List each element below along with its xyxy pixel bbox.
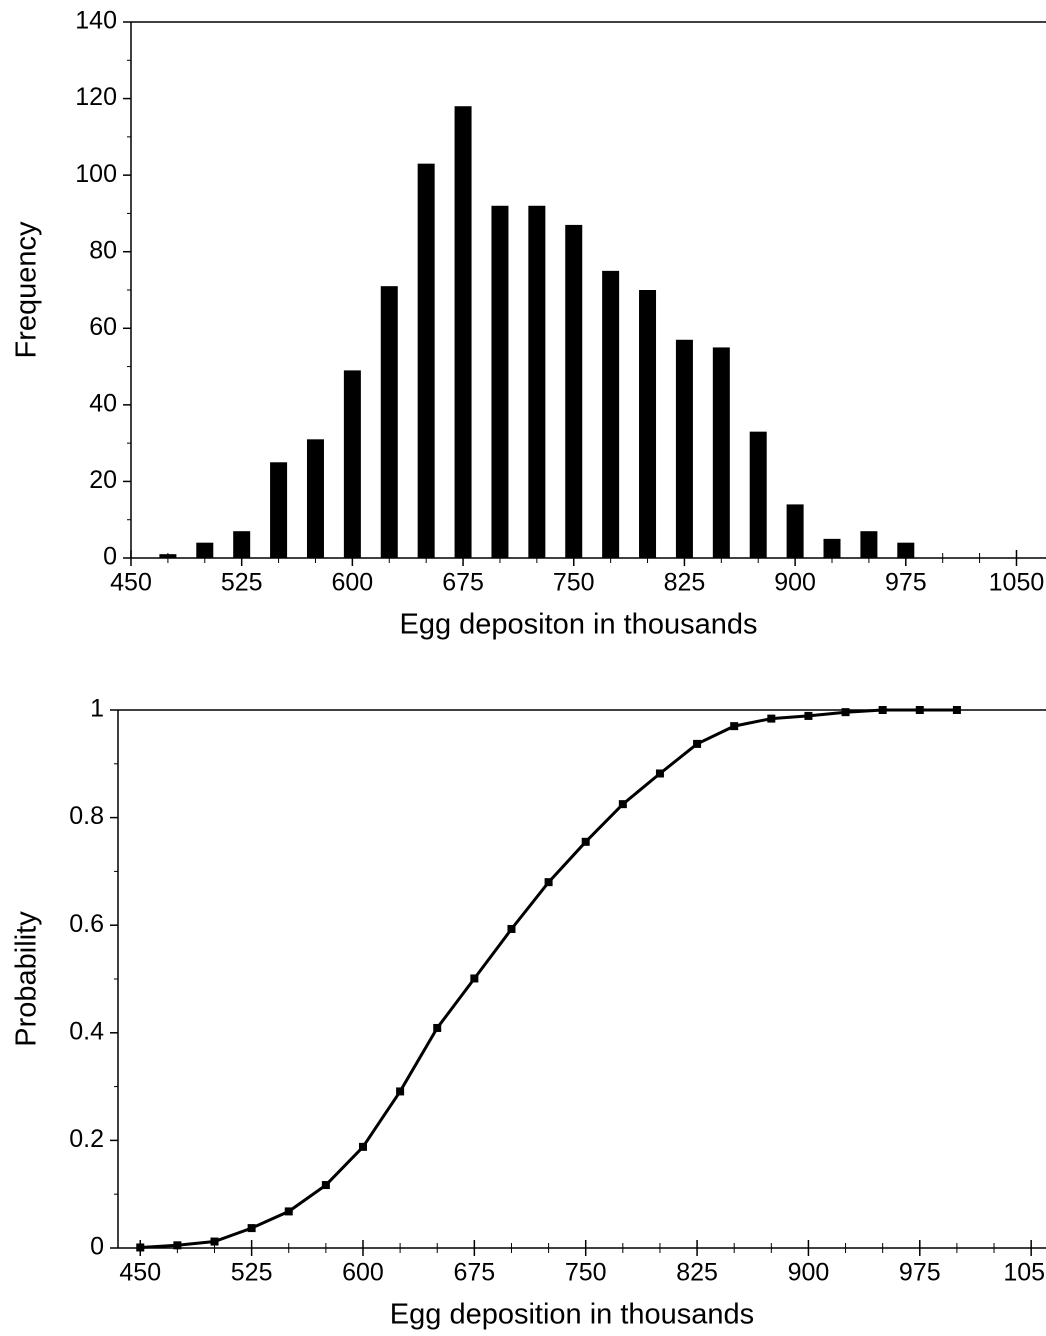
bar: [639, 290, 657, 558]
y-tick-label: 100: [75, 160, 117, 188]
bar: [565, 224, 583, 558]
marker: [321, 1181, 330, 1190]
y-tick-label: 60: [89, 313, 117, 341]
bar: [233, 531, 251, 558]
x-tick-label: 975: [885, 569, 927, 597]
x-tick-label: 900: [788, 1259, 830, 1287]
bar: [196, 542, 214, 558]
y-axis-label: Probability: [11, 911, 43, 1047]
marker: [247, 1224, 256, 1233]
y-tick-label: 40: [89, 389, 117, 417]
bar: [823, 538, 841, 558]
marker: [915, 706, 924, 714]
y-tick-label: 0.2: [69, 1125, 104, 1153]
x-tick-label: 600: [332, 569, 374, 597]
x-tick-label: 675: [453, 1259, 495, 1287]
x-axis-label: Egg deposition in thousands: [390, 1299, 754, 1331]
bar: [270, 462, 288, 558]
x-tick-label: 525: [221, 569, 263, 597]
marker: [804, 711, 813, 720]
y-tick-label: 20: [89, 466, 117, 494]
x-tick-label: 600: [342, 1259, 384, 1287]
marker: [396, 1087, 405, 1096]
bar: [897, 542, 915, 558]
marker: [358, 1142, 367, 1151]
bar: [306, 439, 324, 558]
y-tick-label: 0: [103, 543, 117, 571]
x-tick-label: 1050: [1003, 1259, 1046, 1287]
bar: [491, 205, 509, 558]
marker: [730, 722, 739, 731]
bar: [602, 270, 620, 558]
bar: [417, 163, 435, 558]
x-tick-label: 825: [676, 1259, 718, 1287]
marker: [210, 1237, 219, 1246]
x-tick-label: 975: [899, 1259, 941, 1287]
y-tick-label: 140: [75, 7, 117, 35]
marker: [655, 769, 664, 778]
x-tick-label: 900: [774, 569, 816, 597]
y-tick-label: 0.4: [69, 1017, 104, 1045]
marker: [433, 1023, 442, 1032]
marker: [841, 708, 850, 717]
y-tick-label: 0.6: [69, 910, 104, 938]
x-tick-label: 750: [565, 1259, 607, 1287]
bar: [786, 504, 804, 558]
marker: [470, 974, 479, 983]
bar: [860, 531, 878, 558]
bar: [380, 286, 398, 558]
marker: [284, 1207, 293, 1216]
x-tick-label: 825: [664, 569, 706, 597]
marker: [693, 739, 702, 748]
x-tick-label: 675: [442, 569, 484, 597]
marker: [581, 837, 590, 846]
y-tick-label: 120: [75, 83, 117, 111]
marker: [618, 800, 627, 809]
y-tick-label: 0: [90, 1233, 104, 1261]
bar: [675, 339, 693, 558]
marker: [136, 1243, 145, 1252]
y-tick-label: 1: [90, 695, 104, 723]
bar: [749, 431, 767, 558]
bar: [454, 106, 472, 558]
x-tick-label: 450: [119, 1259, 161, 1287]
bar: [528, 205, 546, 558]
marker: [544, 878, 553, 887]
bar: [159, 554, 177, 558]
x-tick-label: 750: [553, 569, 595, 597]
y-axis-label: Frequency: [11, 221, 43, 359]
y-tick-label: 80: [89, 236, 117, 264]
bar: [343, 370, 361, 558]
marker: [767, 714, 776, 723]
marker: [952, 706, 961, 714]
y-tick-label: 0.8: [69, 802, 104, 830]
bar: [712, 347, 730, 558]
marker: [173, 1241, 182, 1250]
x-tick-label: 1050: [989, 569, 1045, 597]
marker: [878, 706, 887, 714]
x-tick-label: 525: [231, 1259, 273, 1287]
x-tick-label: 450: [110, 569, 152, 597]
line: [140, 708, 957, 1249]
marker: [507, 924, 516, 933]
x-axis-label: Egg depositon in thousands: [400, 609, 758, 641]
